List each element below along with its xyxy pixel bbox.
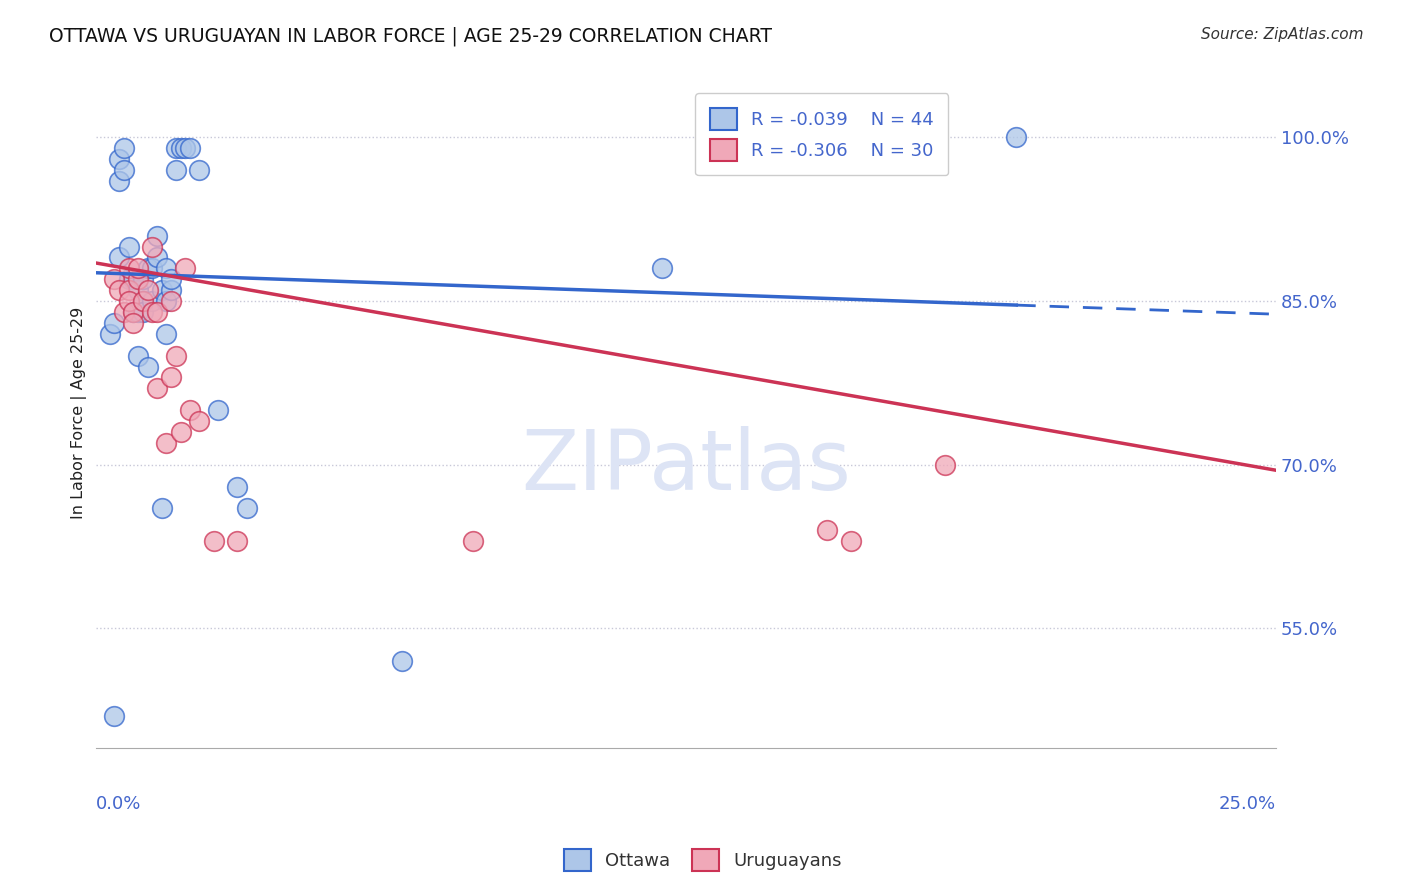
Point — [117, 239, 139, 253]
Point — [179, 141, 201, 155]
Text: 0.0%: 0.0% — [96, 796, 141, 814]
Y-axis label: In Labor Force | Age 25-29: In Labor Force | Age 25-29 — [72, 307, 87, 519]
Point — [136, 261, 159, 276]
Point — [112, 305, 135, 319]
Point — [165, 163, 187, 178]
Point — [146, 251, 169, 265]
Point — [463, 534, 485, 549]
Point — [117, 294, 139, 309]
Point — [155, 261, 177, 276]
Point — [122, 316, 145, 330]
Point — [165, 349, 187, 363]
Text: ZIPatlas: ZIPatlas — [520, 426, 851, 508]
Point — [103, 272, 125, 286]
Point — [127, 305, 149, 319]
Point — [150, 501, 173, 516]
Legend: R = -0.039    N = 44, R = -0.306    N = 30: R = -0.039 N = 44, R = -0.306 N = 30 — [695, 93, 948, 175]
Text: 25.0%: 25.0% — [1219, 796, 1277, 814]
Point — [815, 523, 838, 537]
Point — [169, 425, 191, 439]
Point — [103, 316, 125, 330]
Point — [155, 436, 177, 450]
Point — [207, 403, 229, 417]
Point — [150, 283, 173, 297]
Point — [141, 261, 163, 276]
Point — [108, 283, 131, 297]
Point — [146, 228, 169, 243]
Point — [146, 305, 169, 319]
Point — [160, 272, 183, 286]
Point — [112, 163, 135, 178]
Point — [117, 261, 139, 276]
Point — [188, 414, 211, 428]
Point — [174, 261, 197, 276]
Point — [132, 272, 155, 286]
Point — [174, 141, 197, 155]
Text: OTTAWA VS URUGUAYAN IN LABOR FORCE | AGE 25-29 CORRELATION CHART: OTTAWA VS URUGUAYAN IN LABOR FORCE | AGE… — [49, 27, 772, 46]
Point — [146, 381, 169, 395]
Point — [108, 153, 131, 167]
Point — [141, 305, 163, 319]
Point — [815, 141, 838, 155]
Point — [160, 370, 183, 384]
Point — [108, 251, 131, 265]
Point — [127, 272, 149, 286]
Point — [117, 283, 139, 297]
Legend: Ottawa, Uruguayans: Ottawa, Uruguayans — [557, 842, 849, 879]
Point — [98, 326, 121, 341]
Point — [136, 283, 159, 297]
Point — [202, 534, 225, 549]
Point — [132, 294, 155, 309]
Point — [169, 141, 191, 155]
Point — [165, 141, 187, 155]
Point — [226, 534, 249, 549]
Point — [188, 163, 211, 178]
Text: Source: ZipAtlas.com: Source: ZipAtlas.com — [1201, 27, 1364, 42]
Point — [160, 283, 183, 297]
Point — [117, 272, 139, 286]
Point — [235, 501, 257, 516]
Point — [136, 359, 159, 374]
Point — [122, 305, 145, 319]
Point — [651, 261, 673, 276]
Point — [127, 283, 149, 297]
Point — [141, 294, 163, 309]
Point — [103, 708, 125, 723]
Point — [108, 174, 131, 188]
Point — [141, 239, 163, 253]
Point — [160, 294, 183, 309]
Point — [132, 294, 155, 309]
Point — [226, 480, 249, 494]
Point — [839, 534, 862, 549]
Point — [127, 349, 149, 363]
Point — [127, 261, 149, 276]
Point — [1005, 130, 1028, 145]
Point — [155, 326, 177, 341]
Point — [179, 403, 201, 417]
Point — [391, 654, 413, 668]
Point — [122, 272, 145, 286]
Point — [112, 141, 135, 155]
Point — [122, 305, 145, 319]
Point — [155, 294, 177, 309]
Point — [132, 305, 155, 319]
Point — [934, 458, 956, 472]
